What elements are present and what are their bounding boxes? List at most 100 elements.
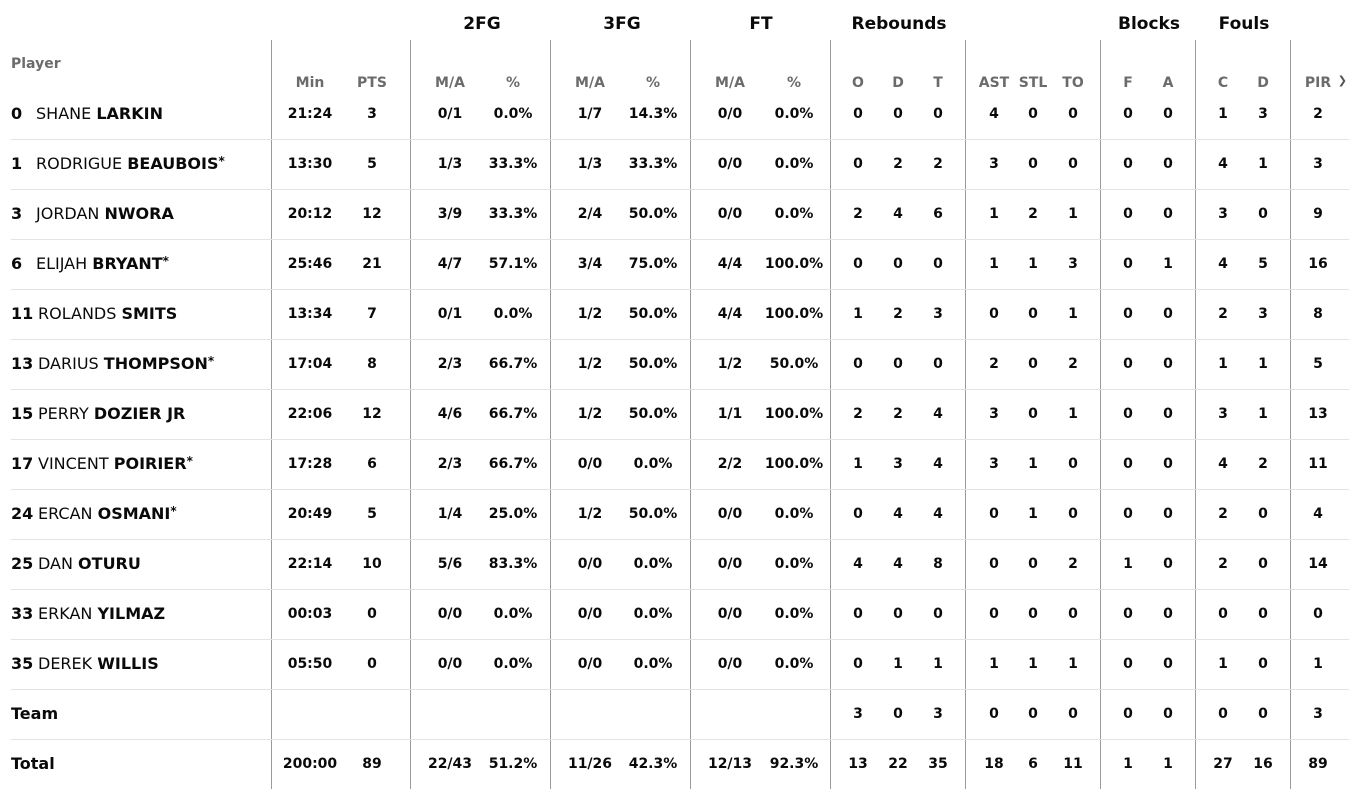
stat-assists: 1 [989,256,999,272]
stat-assists: 0 [989,556,999,572]
stat-turnovers: 3 [1068,256,1078,272]
player-first-name: DARIUS [38,354,99,373]
stat-pir: 8 [1313,306,1323,322]
player-name-link[interactable]: DEREK WILLIS [38,654,159,673]
stat-steals: 2 [1028,206,1038,222]
player-name-link[interactable]: JORDAN NWORA [36,204,174,223]
stat-3fg-percent: 0.0% [633,456,673,472]
stat-ft-percent: 50.0% [769,356,819,372]
stat-min: 20:49 [287,506,333,522]
stat-assists: 2 [989,356,999,372]
stat-fouls-drawn: 1 [1258,406,1268,422]
stat-blocks-against: 0 [1163,306,1173,322]
stat-assists: 1 [989,656,999,672]
subheader-ft-made-attempted[interactable]: M/A [715,75,745,91]
stat-pir: 2 [1313,106,1323,122]
player-name-link[interactable]: DARIUS THOMPSON* [38,354,214,373]
subheader-blocks-favor[interactable]: F [1123,75,1133,91]
stat-fouls-drawn: 3 [1258,106,1268,122]
stat-assists: 0 [989,606,999,622]
stat-2fg-made-attempted: 5/6 [437,556,463,572]
stat-pir: 13 [1308,406,1328,422]
stat-fouls-drawn: 5 [1258,256,1268,272]
table-row: 25 DAN OTURU 22:14 10 5/6 83.3% 0/0 0.0% 0/0 0.0%… [0,540,1349,590]
subheader-pts[interactable]: PTS [357,75,387,91]
subheader-steals[interactable]: STL [1018,75,1048,91]
stat-turnovers: 1 [1068,406,1078,422]
player-name-link[interactable]: RODRIGUE BEAUBOIS* [36,154,225,173]
subheader-pir[interactable]: PIR [1304,75,1332,91]
stat-total-rebounds: 8 [933,556,943,572]
stat-pir: 1 [1313,656,1323,672]
stat-ft-made-attempted: 2/2 [717,456,743,472]
stat-min: 21:24 [287,106,333,122]
subheader-total-rebounds[interactable]: T [933,75,943,91]
starter-marker: * [207,354,215,368]
stat-assists: 18 [984,756,1004,772]
stat-fouls-committed: 0 [1218,606,1228,622]
table-row: 1 RODRIGUE BEAUBOIS* 13:30 5 1/3 33.3% 1/3 33.3… [0,140,1349,190]
subheader-assists[interactable]: AST [978,75,1010,91]
stat-pts: 5 [367,506,377,522]
subheader-offensive-rebounds[interactable]: O [852,75,864,91]
subheader-2fg-made-attempted[interactable]: M/A [435,75,465,91]
stat-blocks-against: 0 [1163,556,1173,572]
stat-3fg-made-attempted: 0/0 [577,456,603,472]
stat-defensive-rebounds: 2 [893,306,903,322]
player-name-link[interactable]: ERKAN YILMAZ [38,604,165,623]
player-last-name: LARKIN [96,104,163,123]
stat-steals: 0 [1028,356,1038,372]
subheader-ft-percent[interactable]: % [786,75,802,91]
player-name-link[interactable]: ERCAN OSMANI* [38,504,177,523]
subheader-fouls-committed[interactable]: C [1217,75,1229,91]
stat-3fg-percent: 50.0% [628,306,678,322]
column-divider [550,40,551,789]
stat-fouls-drawn: 0 [1258,656,1268,672]
player-last-name: NWORA [104,204,174,223]
stat-fouls-drawn: 0 [1258,606,1268,622]
stat-3fg-percent: 0.0% [633,556,673,572]
player-last-name: BEAUBOIS [127,154,219,173]
player-name-link[interactable]: VINCENT POIRIER* [38,454,193,473]
subheader-3fg-made-attempted[interactable]: M/A [575,75,605,91]
stat-ft-percent: 0.0% [774,656,814,672]
subheader-defensive-rebounds[interactable]: D [892,75,904,91]
player-last-name: OSMANI [97,504,171,523]
stat-assists: 0 [989,706,999,722]
stat-assists: 0 [989,306,999,322]
stat-defensive-rebounds: 0 [893,606,903,622]
stat-2fg-made-attempted: 0/1 [437,106,463,122]
stat-total-rebounds: 0 [933,106,943,122]
player-name-link[interactable]: SHANE LARKIN [36,104,163,123]
player-number: 11 [11,304,34,323]
team-label: Team [11,704,59,723]
subheader-turnovers[interactable]: TO [1062,75,1084,91]
stat-offensive-rebounds: 0 [853,106,863,122]
stat-3fg-percent: 42.3% [628,756,678,772]
player-name-link[interactable]: ROLANDS SMITS [38,304,177,323]
stat-assists: 1 [989,206,999,222]
stat-2fg-percent: 33.3% [488,156,538,172]
player-name-link[interactable]: DAN OTURU [38,554,141,573]
stat-pir: 89 [1308,756,1328,772]
subheader-fouls-drawn[interactable]: D [1257,75,1269,91]
subheader-min[interactable]: Min [295,75,325,91]
player-name-link[interactable]: PERRY DOZIER JR [38,404,185,423]
player-last-name: BRYANT [92,254,163,273]
subheader-3fg-percent[interactable]: % [645,75,661,91]
subheader-blocks-against[interactable]: A [1162,75,1174,91]
stat-steals: 0 [1028,706,1038,722]
stat-3fg-made-attempted: 0/0 [577,656,603,672]
chevron-right-icon[interactable]: ❯ [1337,74,1347,87]
stat-fouls-committed: 2 [1218,556,1228,572]
stat-2fg-made-attempted: 4/6 [437,406,463,422]
stat-3fg-percent: 50.0% [628,206,678,222]
stat-total-rebounds: 35 [928,756,948,772]
player-column-header[interactable]: Player [11,56,61,72]
stat-offensive-rebounds: 4 [853,556,863,572]
player-name-link[interactable]: ELIJAH BRYANT* [36,254,169,273]
stat-blocks-against: 0 [1163,106,1173,122]
stat-turnovers: 2 [1068,556,1078,572]
subheader-2fg-percent[interactable]: % [505,75,521,91]
stat-blocks-favor: 0 [1123,306,1133,322]
